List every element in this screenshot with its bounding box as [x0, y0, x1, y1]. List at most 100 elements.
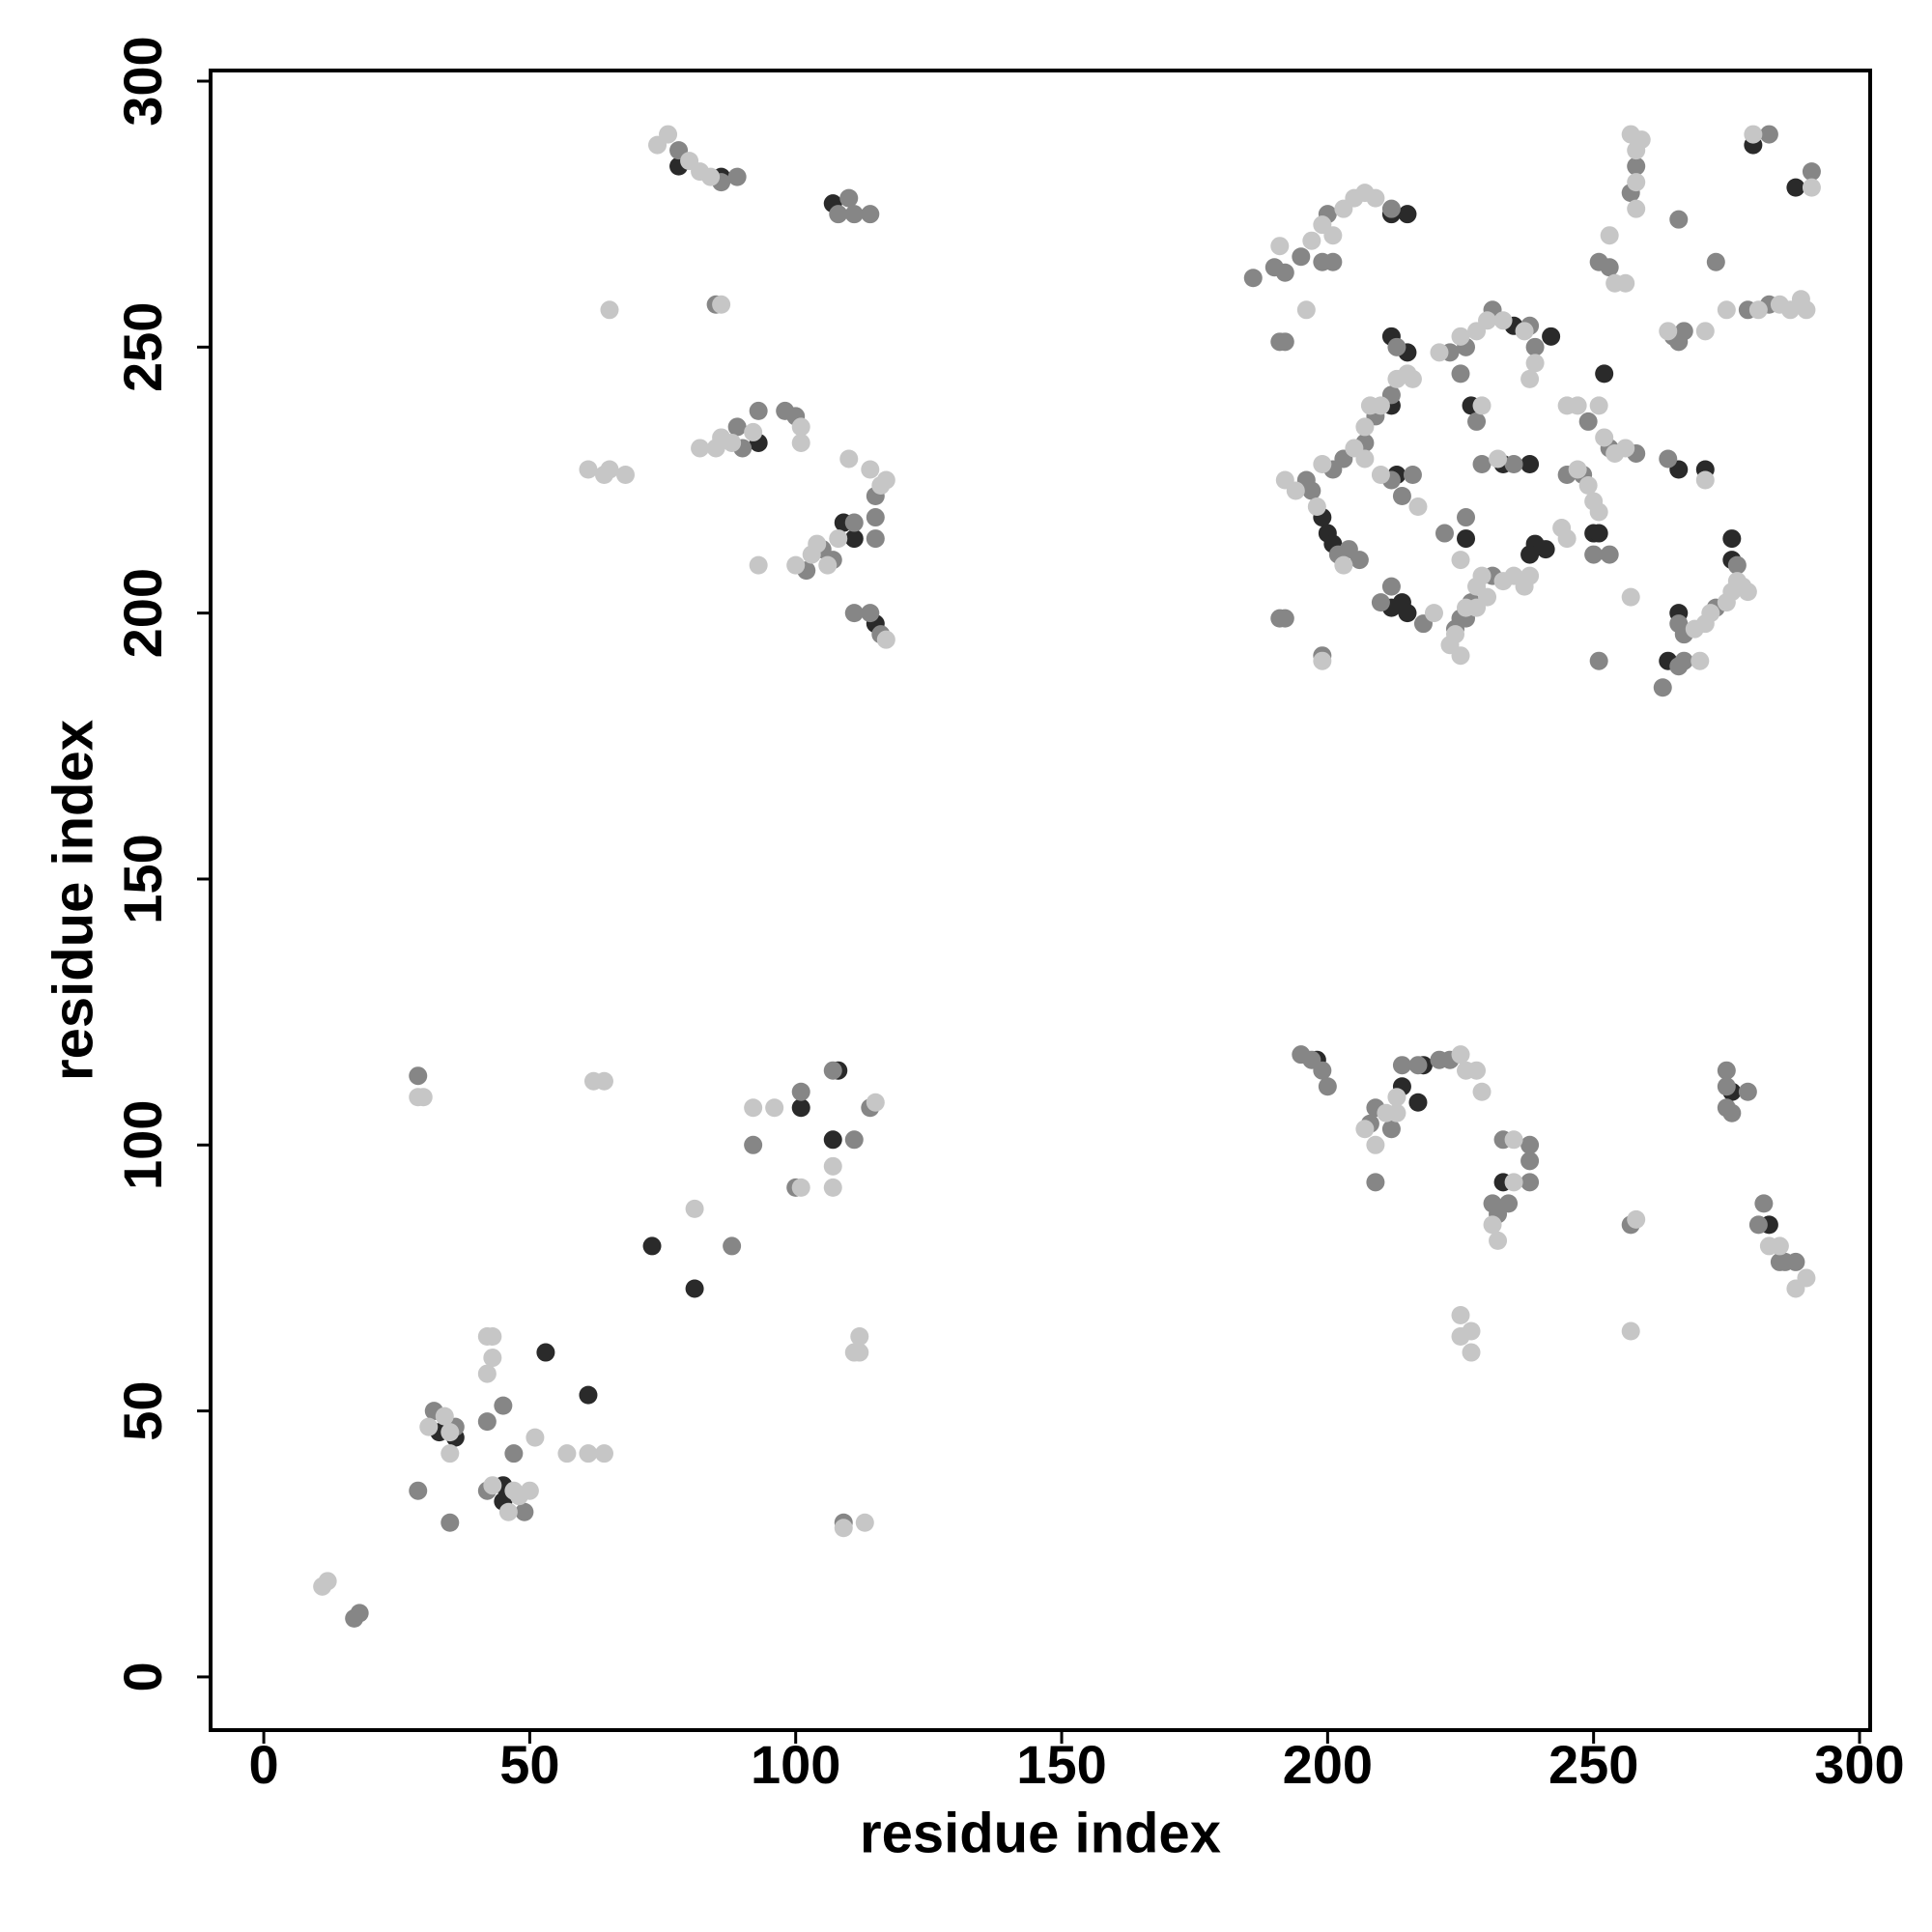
point	[1722, 529, 1742, 549]
point	[1589, 502, 1608, 522]
point	[1270, 237, 1290, 256]
y-tick-label: 250	[112, 302, 173, 392]
point	[1748, 1215, 1768, 1235]
point	[1674, 322, 1693, 341]
point	[1632, 130, 1651, 150]
point	[791, 433, 810, 452]
plot-frame	[209, 69, 1872, 1732]
point	[1462, 1321, 1481, 1341]
point	[1323, 252, 1343, 271]
point	[504, 1444, 524, 1463]
point	[1659, 449, 1678, 469]
point	[1525, 354, 1545, 373]
point	[1802, 178, 1821, 197]
point	[1313, 1061, 1332, 1080]
point	[1462, 1343, 1481, 1362]
point	[1786, 178, 1805, 197]
point	[520, 1481, 539, 1500]
point	[313, 1577, 332, 1596]
point	[866, 508, 885, 527]
point	[1408, 1093, 1428, 1112]
point	[1568, 460, 1587, 479]
point	[1313, 454, 1332, 473]
point	[1520, 1151, 1540, 1171]
point	[483, 1476, 502, 1495]
point	[744, 1098, 763, 1118]
point	[515, 1502, 534, 1521]
point	[1748, 300, 1768, 320]
point	[1472, 566, 1492, 585]
point	[1616, 439, 1635, 458]
point	[1243, 269, 1263, 288]
point	[1520, 1173, 1540, 1192]
y-tick-label: 100	[112, 1100, 173, 1190]
y-axis-title: residue index	[42, 720, 104, 1081]
point	[1493, 311, 1513, 330]
point	[1717, 300, 1736, 320]
point	[1451, 364, 1470, 384]
y-tick-label: 50	[112, 1380, 173, 1440]
point	[744, 422, 763, 441]
x-tick-label: 0	[248, 1734, 278, 1795]
point	[1738, 582, 1757, 602]
point	[844, 1130, 864, 1150]
point	[855, 1513, 874, 1532]
point	[536, 1343, 555, 1362]
point	[1520, 369, 1540, 388]
point	[791, 417, 810, 437]
point	[1616, 273, 1635, 293]
point	[1381, 577, 1401, 596]
point	[1430, 343, 1449, 362]
point	[1759, 125, 1778, 144]
point	[1669, 210, 1689, 229]
point	[1318, 1077, 1337, 1096]
point	[701, 167, 721, 186]
point	[844, 205, 864, 224]
point	[1674, 651, 1693, 670]
point	[594, 1071, 613, 1091]
point	[1499, 1194, 1519, 1213]
point	[1451, 551, 1470, 570]
point	[350, 1604, 369, 1623]
y-tick-label: 150	[112, 834, 173, 923]
point	[1621, 1321, 1640, 1341]
point	[1457, 508, 1476, 527]
point	[850, 1343, 869, 1362]
point	[791, 1082, 810, 1101]
point	[723, 1236, 742, 1256]
point	[1659, 322, 1678, 341]
point	[1355, 449, 1375, 469]
point	[413, 1088, 433, 1107]
point	[1398, 604, 1417, 623]
point	[1738, 1082, 1757, 1101]
point	[1589, 524, 1608, 543]
point	[594, 1444, 613, 1463]
point	[744, 1135, 763, 1154]
point	[844, 513, 864, 532]
point	[1695, 470, 1715, 490]
x-axis-title: residue index	[860, 1802, 1221, 1864]
point	[1802, 162, 1821, 182]
point	[1797, 1268, 1816, 1288]
point	[1286, 481, 1305, 500]
point	[1578, 476, 1598, 495]
point	[876, 470, 895, 490]
point	[1302, 231, 1321, 250]
point	[723, 433, 742, 452]
point	[1451, 1306, 1470, 1324]
point	[440, 1444, 460, 1463]
point	[1717, 1061, 1736, 1080]
point	[823, 1061, 842, 1080]
point	[1366, 1135, 1385, 1154]
point	[1600, 258, 1619, 277]
point	[685, 1279, 704, 1298]
point	[440, 1423, 460, 1442]
point	[1323, 226, 1343, 245]
point	[1520, 545, 1540, 564]
point	[1627, 156, 1646, 176]
point	[1653, 678, 1672, 697]
point	[1292, 247, 1311, 267]
point	[685, 1199, 704, 1218]
point	[823, 1178, 842, 1197]
